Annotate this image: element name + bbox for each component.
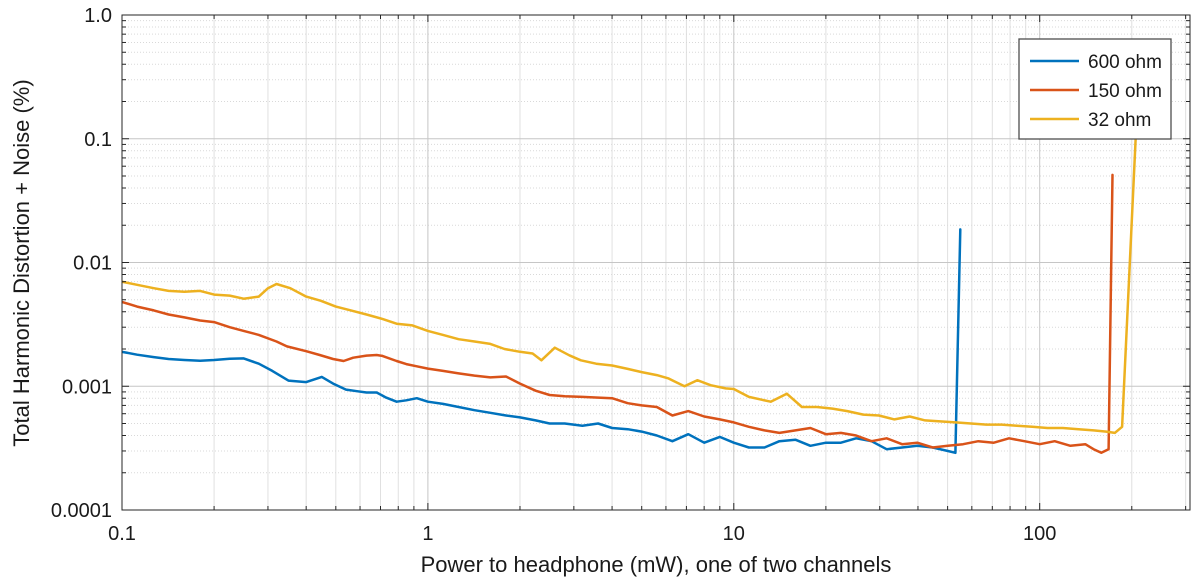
series-line-600-ohm [122, 228, 962, 455]
y-tick-label: 0.0001 [51, 500, 112, 522]
legend-entry-32-ohm: 32 ohm [1030, 110, 1151, 131]
series-lines [122, 136, 1137, 455]
y-tick-label: 0.1 [84, 129, 112, 151]
x-tick-label: 10 [723, 523, 745, 545]
x-tick-labels: 0.1 1 10 100 [108, 523, 1056, 545]
x-axis-label: Power to headphone (mW), one of two chan… [420, 552, 892, 577]
y-tick-labels: 1.0 0.1 0.01 0.001 0.0001 [51, 5, 112, 522]
legend-label: 150 ohm [1088, 81, 1162, 102]
y-tick-label: 0.01 [73, 253, 112, 275]
legend-label: 600 ohm [1088, 52, 1162, 73]
series-line-150-ohm [122, 173, 1114, 455]
y-tick-label: 0.001 [62, 376, 112, 398]
legend-entry-150-ohm: 150 ohm [1030, 81, 1162, 102]
x-tick-label: 0.1 [108, 523, 136, 545]
legend-entry-600-ohm: 600 ohm [1030, 52, 1162, 73]
legend: 600 ohm 150 ohm 32 ohm [1018, 38, 1172, 140]
x-tick-label: 1 [422, 523, 433, 545]
axis-ticks [121, 14, 1190, 511]
y-tick-label: 1.0 [84, 5, 112, 27]
series-line-32-ohm [122, 136, 1137, 435]
legend-label: 32 ohm [1088, 110, 1151, 131]
y-axis-label: Total Harmonic Distortion + Noise (%) [9, 79, 34, 447]
x-tick-label: 100 [1023, 523, 1056, 545]
